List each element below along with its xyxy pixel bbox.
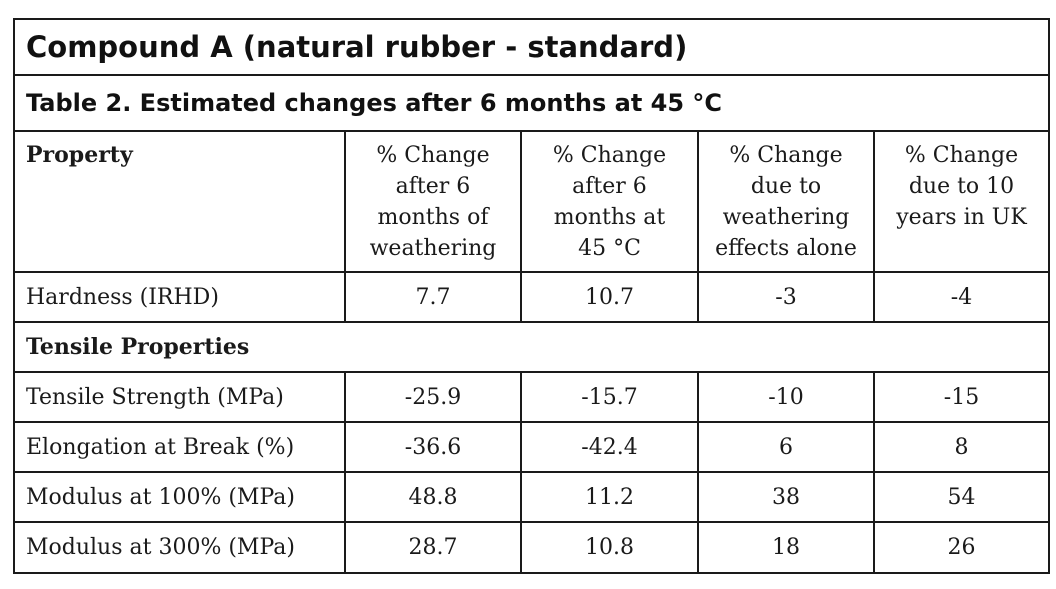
value-cell: -3 [698, 272, 875, 323]
value-cell: -25.9 [345, 372, 522, 423]
property-label: Hardness (IRHD) [15, 272, 346, 323]
column-header: % Change after 6 months of weathering [345, 132, 522, 273]
column-header-line: due to [750, 174, 822, 199]
column-header: Property [15, 132, 346, 273]
value-cell: 10.7 [521, 272, 699, 323]
column-header-line: Property [26, 142, 133, 168]
value-cell: -36.6 [345, 422, 522, 473]
table-row: Modulus at 300% (MPa) 28.7 10.8 18 26 [15, 522, 1048, 572]
table-row: Elongation at Break (%) -36.6 -42.4 6 8 [15, 422, 1048, 473]
column-header-line: 45 °C [578, 236, 641, 261]
value-cell: 18 [698, 522, 875, 572]
column-header: % Change after 6 months at 45 °C [521, 132, 699, 273]
table-row: Tensile Strength (MPa) -25.9 -15.7 -10 -15 [15, 372, 1048, 423]
column-header: % Change due to 10 years in UK [874, 132, 1048, 273]
value-cell: 48.8 [345, 472, 522, 523]
table-caption: Table 2. Estimated changes after 6 month… [15, 76, 1048, 132]
table-frame: Compound A (natural rubber - standard) T… [13, 18, 1050, 574]
section-row: Tensile Properties [15, 322, 1048, 373]
column-header-line: after 6 [395, 174, 471, 199]
value-cell: -15.7 [521, 372, 699, 423]
column-header-line: % Change [904, 143, 1019, 168]
column-header: % Change due to weathering effects alone [698, 132, 875, 273]
value-cell: -15 [874, 372, 1048, 423]
column-header-line: weathering [369, 236, 497, 261]
column-header-line: % Change [729, 143, 843, 168]
column-header-line: months of [377, 205, 489, 230]
table-row: Hardness (IRHD) 7.7 10.7 -3 -4 [15, 272, 1048, 323]
column-header-line: months at [553, 205, 666, 230]
value-cell: -42.4 [521, 422, 699, 473]
value-cell: -4 [874, 272, 1048, 323]
data-table: Property % Change after 6 months of weather… [15, 132, 1048, 572]
column-header-line: % Change [376, 143, 490, 168]
column-header-line: effects alone [715, 236, 857, 261]
column-header-line: after 6 [572, 174, 647, 199]
column-header-line: % Change [552, 143, 667, 168]
value-cell: 26 [947, 535, 976, 560]
value-cell: 38 [698, 472, 875, 523]
header-row: Property % Change after 6 months of weather… [15, 132, 1048, 273]
value-cell: 8 [874, 422, 1048, 473]
value-cell: 54 [874, 472, 1048, 523]
table-body: Hardness (IRHD) 7.7 10.7 -3 -4 Tensile Proper… [15, 272, 1048, 572]
column-header-line: due to 10 [908, 174, 1015, 199]
value-cell: 6 [698, 422, 875, 473]
value-cell: 11.2 [521, 472, 699, 523]
value-cell: -10 [698, 372, 875, 423]
column-header-line: years in UK [896, 205, 1027, 230]
compound-title: Compound A (natural rubber - standard) [15, 20, 1048, 76]
property-label: Tensile Strength (MPa) [15, 372, 346, 423]
property-label: Modulus at 100% (MPa) [15, 472, 346, 523]
column-header-line: weathering [722, 205, 850, 230]
section-heading: Tensile Properties [15, 322, 1048, 373]
property-label: Modulus at 300% (MPa) [15, 522, 346, 572]
value-cell: 28.7 [345, 522, 522, 572]
value-cell: 10.8 [521, 522, 699, 572]
table-row: Modulus at 100% (MPa) 48.8 11.2 38 54 [15, 472, 1048, 523]
value-cell: 7.7 [345, 272, 522, 323]
property-label: Elongation at Break (%) [15, 422, 346, 473]
